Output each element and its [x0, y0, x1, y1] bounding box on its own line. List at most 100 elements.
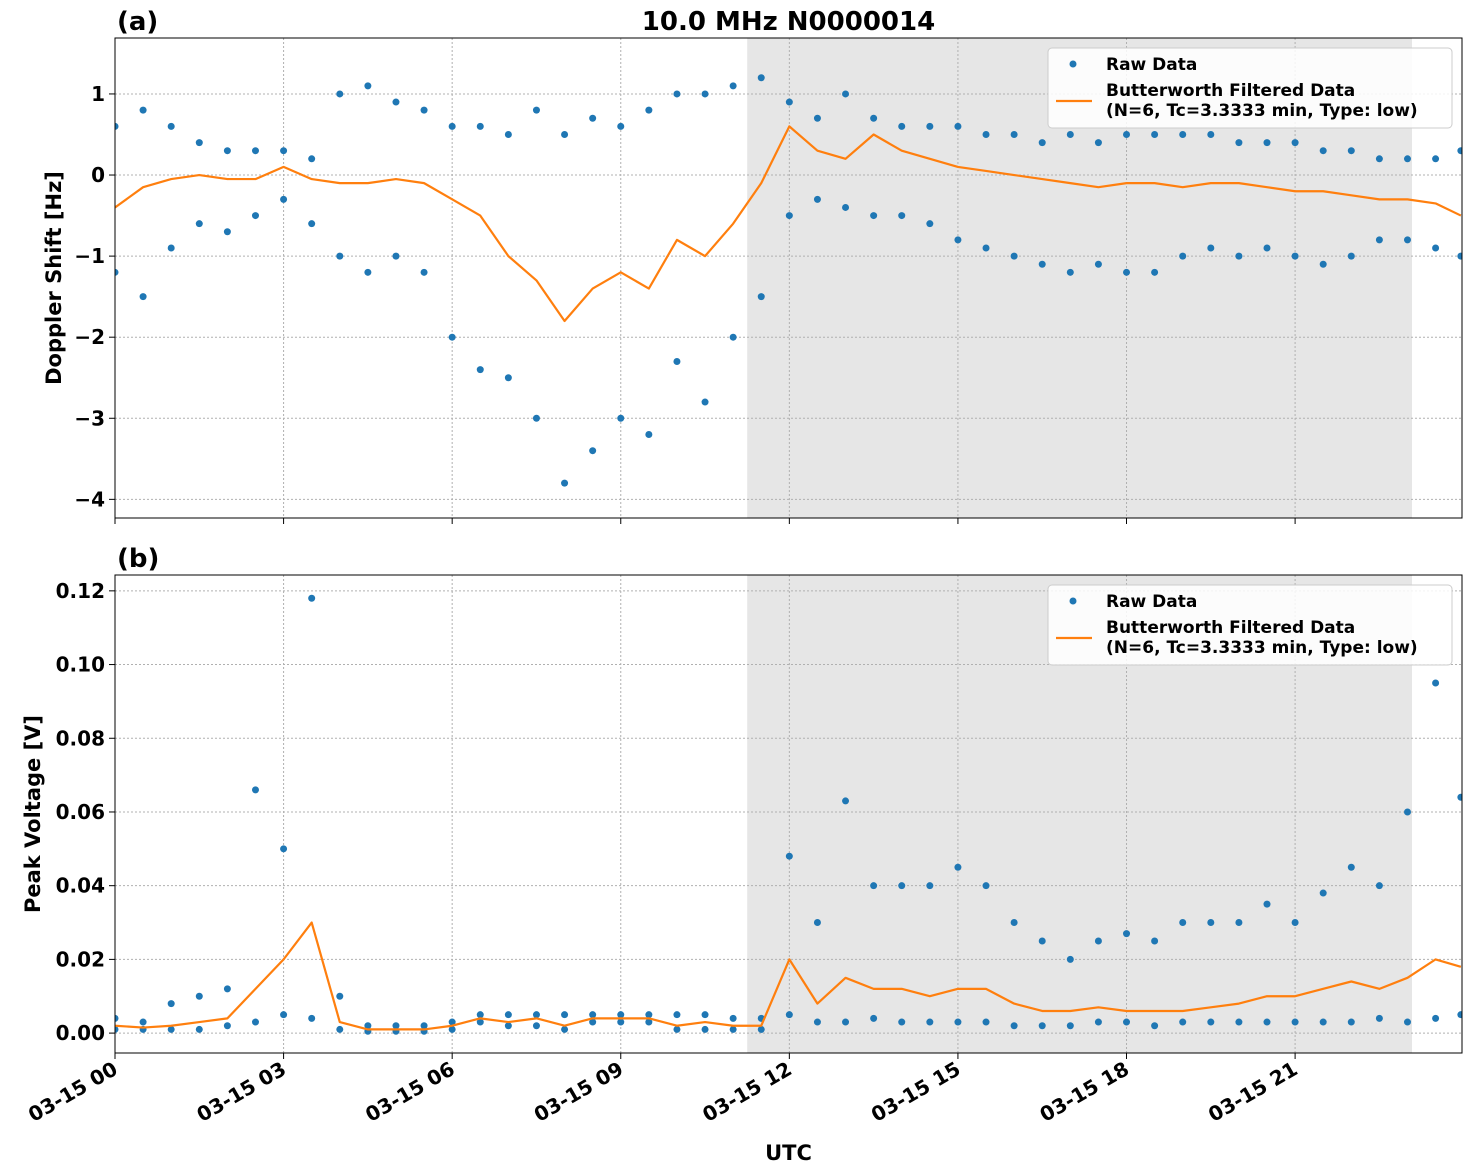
raw-point: [504, 130, 512, 138]
legend-label: Butterworth Filtered Data (N=6, Tc=3.3333…: [1106, 618, 1418, 658]
raw-point: [1038, 937, 1046, 945]
raw-point: [1319, 889, 1327, 897]
raw-point: [926, 882, 934, 890]
raw-point: [842, 797, 850, 805]
raw-point: [673, 1011, 681, 1019]
legend-label-line: Raw Data: [1106, 592, 1197, 612]
raw-point: [1432, 1014, 1440, 1022]
raw-point: [504, 1022, 512, 1030]
legend-marker: [1069, 60, 1077, 68]
raw-point: [392, 252, 400, 260]
raw-point: [813, 195, 821, 203]
raw-point: [1123, 130, 1131, 138]
raw-point: [1319, 147, 1327, 155]
raw-point: [1066, 955, 1074, 963]
raw-point: [1375, 1014, 1383, 1022]
raw-point: [982, 882, 990, 890]
raw-point: [308, 220, 316, 228]
raw-point: [729, 333, 737, 341]
plot-frame: [114, 574, 1463, 1054]
raw-point: [1291, 252, 1299, 260]
raw-point: [1010, 919, 1018, 927]
x-tick-label: 03-15 09: [530, 1057, 628, 1127]
raw-point: [1066, 268, 1074, 276]
legend-label: Raw Data: [1106, 55, 1197, 75]
raw-point: [589, 447, 597, 455]
raw-point: [898, 212, 906, 220]
raw-point: [617, 1018, 625, 1026]
raw-point: [167, 1025, 175, 1033]
raw-point: [1151, 268, 1159, 276]
raw-point: [1347, 1018, 1355, 1026]
raw-point: [617, 1011, 625, 1019]
raw-point: [1319, 1018, 1327, 1026]
raw-point: [139, 106, 147, 114]
raw-point: [701, 90, 709, 98]
raw-point: [1207, 130, 1215, 138]
raw-point: [139, 1018, 147, 1026]
x-tick-label: 03-15 03: [193, 1057, 291, 1127]
raw-point: [1375, 155, 1383, 163]
raw-point: [589, 114, 597, 122]
raw-point: [645, 106, 653, 114]
raw-point: [504, 374, 512, 382]
raw-point: [1457, 252, 1462, 260]
raw-point: [842, 90, 850, 98]
raw-point: [1179, 1018, 1187, 1026]
raw-point: [701, 1011, 709, 1019]
legend-label-line: (N=6, Tc=3.3333 min, Type: low): [1106, 638, 1418, 658]
raw-point: [645, 1018, 653, 1026]
raw-point: [1403, 1018, 1411, 1026]
raw-point: [1432, 155, 1440, 163]
raw-point: [561, 479, 569, 487]
raw-point: [1235, 252, 1243, 260]
raw-point: [392, 98, 400, 106]
raw-point: [926, 1018, 934, 1026]
raw-point: [1094, 139, 1102, 147]
raw-point: [1123, 1018, 1131, 1026]
raw-point: [1235, 1018, 1243, 1026]
legend-label: Butterworth Filtered Data (N=6, Tc=3.3333…: [1106, 81, 1418, 121]
raw-point: [1151, 130, 1159, 138]
raw-point: [364, 82, 372, 90]
raw-point: [1347, 252, 1355, 260]
raw-point: [1263, 900, 1271, 908]
raw-point: [1263, 244, 1271, 252]
raw-point: [926, 220, 934, 228]
raw-point: [729, 1014, 737, 1022]
raw-point: [448, 333, 456, 341]
x-tick-label: 03-15 00: [24, 1057, 122, 1127]
chart-title: 10.0 MHz N0000014: [642, 7, 935, 37]
raw-point: [813, 114, 821, 122]
raw-point: [1432, 679, 1440, 687]
raw-point: [532, 1011, 540, 1019]
raw-point: [115, 1025, 119, 1033]
raw-point: [280, 1011, 288, 1019]
raw-point: [336, 252, 344, 260]
raw-point: [364, 1022, 372, 1030]
raw-point: [701, 398, 709, 406]
raw-point: [1123, 268, 1131, 276]
raw-point: [420, 106, 428, 114]
raw-point: [532, 1022, 540, 1030]
raw-point: [673, 358, 681, 366]
plot-frame: [114, 37, 1463, 519]
raw-point: [1375, 236, 1383, 244]
raw-point: [1179, 919, 1187, 927]
raw-point: [813, 1018, 821, 1026]
raw-point: [1038, 1022, 1046, 1030]
raw-point: [1457, 793, 1462, 801]
raw-point: [1094, 1018, 1102, 1026]
raw-point: [195, 1025, 203, 1033]
raw-point: [280, 195, 288, 203]
y-tick-label: 0: [91, 163, 105, 187]
panel-label: (b): [117, 544, 159, 574]
raw-point: [1347, 863, 1355, 871]
raw-point: [1235, 919, 1243, 927]
raw-point: [448, 122, 456, 130]
raw-point: [729, 82, 737, 90]
raw-point: [870, 882, 878, 890]
x-tick-label: 03-15 12: [698, 1057, 796, 1127]
raw-point: [476, 1018, 484, 1026]
